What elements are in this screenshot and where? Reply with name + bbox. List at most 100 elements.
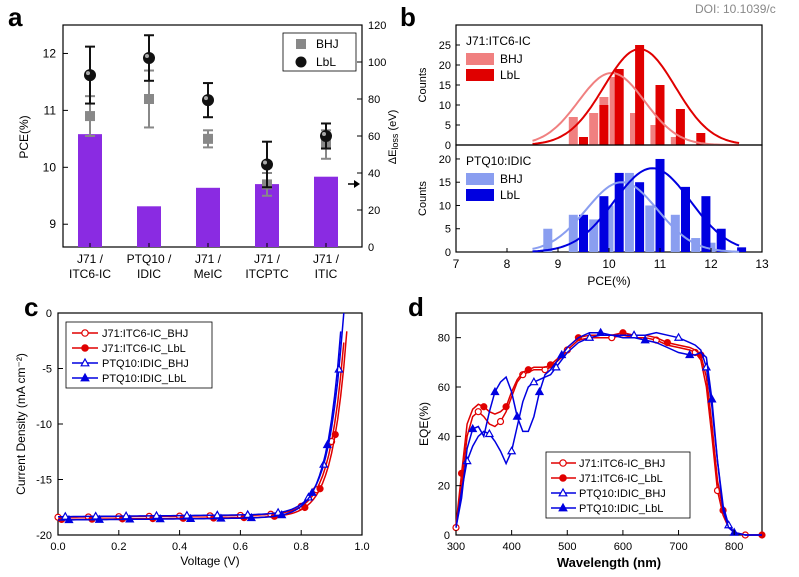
eloss-bar <box>137 206 161 247</box>
legend-marker <box>558 487 568 497</box>
y-tick-label: 0 <box>445 140 451 152</box>
right-axis-label: ΔEloss (eV) <box>387 110 400 165</box>
legend-lbl-swatch <box>466 189 494 201</box>
category-label: J71 / <box>254 252 281 266</box>
y-axis-label: Counts <box>417 67 429 102</box>
category-label: ITIC <box>315 267 338 281</box>
x-tick-label: 700 <box>669 541 687 553</box>
lbl-marker-highlight <box>86 71 90 76</box>
legend-bhj-swatch <box>466 53 494 65</box>
histogram-bhj-bar <box>645 205 655 252</box>
x-tick-label: 0.2 <box>111 541 126 553</box>
jv-marker <box>94 514 104 523</box>
histogram-lbl-bar <box>599 105 609 145</box>
eloss-bar <box>314 176 338 247</box>
eqe-marker <box>596 327 606 336</box>
histogram-bhj-bar <box>589 113 599 145</box>
legend-label: J71:ITC6-IC_BHJ <box>102 328 188 340</box>
eqe-marker <box>484 428 495 438</box>
category-label: J71 / <box>77 252 104 266</box>
histogram-lbl-bar <box>599 196 609 252</box>
histogram-lbl-bar <box>681 186 690 252</box>
x-axis-label: PCE(%) <box>587 274 630 288</box>
eqe-marker <box>584 332 595 341</box>
jv-marker <box>301 503 309 512</box>
jv-marker <box>155 514 165 523</box>
x-tick-label: 0.0 <box>50 541 65 553</box>
eqe-marker <box>502 403 510 411</box>
jv-curve <box>58 312 345 518</box>
legend-label: PTQ10:IDIC_BHJ <box>102 358 189 370</box>
left-tick-label: 12 <box>43 46 57 60</box>
histogram-bhj-bar <box>604 205 614 252</box>
x-tick-label: 9 <box>555 257 562 271</box>
legend-label: PTQ10:IDIC_BHJ <box>579 488 666 500</box>
legend-lbl-marker <box>295 56 307 68</box>
panel-label-a: a <box>8 2 23 32</box>
arrow-icon <box>354 180 360 188</box>
category-label: ITCPTC <box>245 267 289 281</box>
histogram-bhj-bar <box>589 219 599 252</box>
histogram-lbl-bar <box>716 228 726 252</box>
jv-marker <box>216 513 226 522</box>
panel-label-c: c <box>24 292 38 322</box>
legend-marker <box>81 329 89 337</box>
histogram-lbl-bar <box>655 85 665 145</box>
histogram-bhj-bar <box>543 228 553 252</box>
eqe-marker <box>551 362 561 371</box>
y-axis-label: Counts <box>417 181 429 216</box>
lbl-marker <box>202 94 214 107</box>
jv-marker <box>91 511 101 520</box>
histogram-lbl-bar <box>701 196 711 252</box>
x-tick-label: 0.8 <box>294 541 309 553</box>
x-tick-label: 10 <box>602 257 616 271</box>
x-tick-label: 0.6 <box>233 541 248 553</box>
jv-marker <box>307 487 317 496</box>
y-tick-label: 10 <box>439 100 451 112</box>
lbl-marker-highlight <box>204 96 208 101</box>
legend-bhj-label: BHJ <box>500 52 523 66</box>
eqe-marker <box>480 403 488 411</box>
histogram-lbl-bar <box>579 214 588 252</box>
lbl-marker-highlight <box>263 160 267 165</box>
right-tick-label: 40 <box>368 168 380 180</box>
legend-lbl-label: LbL <box>316 55 336 69</box>
category-label: IDIC <box>137 267 161 281</box>
x-tick-label: 1.0 <box>354 541 369 553</box>
y-tick-label: 0 <box>46 308 52 320</box>
legend-marker <box>80 372 90 382</box>
lbl-marker <box>320 130 332 142</box>
lbl-marker-highlight <box>145 54 149 59</box>
y-tick-label: 0 <box>444 530 450 542</box>
eloss-bar <box>78 134 102 247</box>
y-tick-label: 10 <box>439 200 451 212</box>
histogram-lbl-bar <box>675 109 685 145</box>
lbl-marker-highlight <box>322 132 326 136</box>
legend-box <box>282 32 357 72</box>
y-tick-label: 25 <box>439 40 451 52</box>
eqe-marker <box>707 394 717 403</box>
y-tick-label: -20 <box>36 530 52 542</box>
category-label: J71 / <box>313 252 340 266</box>
gaussian-fit-bhj <box>532 71 740 146</box>
eqe-marker <box>640 335 650 344</box>
legend-marker <box>81 344 89 352</box>
doi-text: DOI: 10.1039/c <box>695 2 776 16</box>
eqe-curve <box>455 331 762 536</box>
eqe-marker <box>490 386 500 396</box>
jv-marker <box>277 510 287 519</box>
legend-label: J71:ITC6-IC_BHJ <box>579 458 665 470</box>
category-label: J71 / <box>195 252 222 266</box>
jv-marker <box>125 514 135 523</box>
y-tick-label: 40 <box>438 431 450 443</box>
legend-bhj-marker <box>296 39 306 49</box>
legend-marker <box>558 502 568 512</box>
gaussian-fit-lbl <box>532 47 740 145</box>
right-tick-label: 20 <box>368 205 380 217</box>
right-tick-label: 80 <box>368 94 380 106</box>
left-tick-label: 11 <box>44 103 57 117</box>
histogram-bhj-bar <box>568 214 578 252</box>
y-tick-label: -10 <box>36 419 52 431</box>
x-tick-label: 500 <box>558 541 576 553</box>
legend-lbl-swatch <box>466 69 494 81</box>
